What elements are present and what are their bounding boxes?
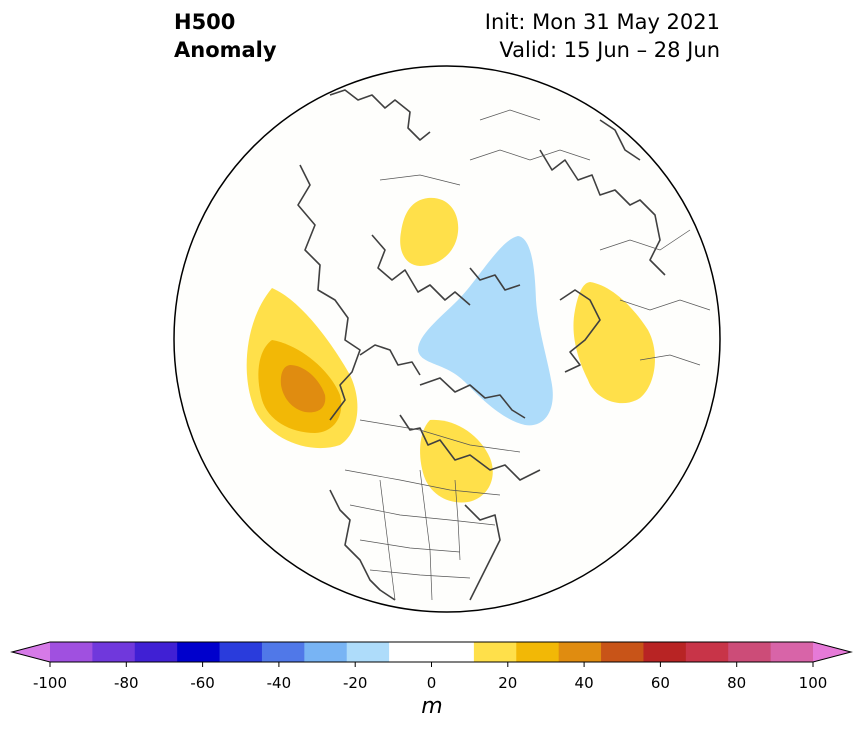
map-title: H500 Anomaly [174, 8, 277, 64]
colorbar-tick-label: 40 [574, 674, 594, 692]
colorbar-tick-label: 100 [798, 674, 828, 692]
colorbar-cell [346, 642, 390, 662]
anomaly-siberia-positive [400, 197, 459, 266]
map-globe-edge [173, 65, 721, 613]
colorbar-cell [431, 642, 475, 662]
colorbar-tick-label: 80 [727, 674, 747, 692]
polar-map [173, 65, 721, 613]
colorbar-cell [92, 642, 136, 662]
anomaly-pacific-positive [246, 288, 358, 449]
colorbar-tick-label: -20 [342, 674, 368, 692]
colorbar-cell [389, 642, 432, 662]
colorbar-cell [473, 642, 517, 662]
colorbar-cell [728, 642, 772, 662]
colorbar-tick-label: -80 [114, 674, 139, 692]
init-date: Init: Mon 31 May 2021 [484, 10, 720, 34]
anomaly-greenland-negative [418, 236, 553, 426]
colorbar-cell [261, 642, 305, 662]
colorbar-cell [558, 642, 602, 662]
colorbar-cell [601, 642, 644, 662]
colorbar-cell [770, 642, 814, 662]
colorbar [10, 641, 853, 667]
coastlines [297, 89, 666, 601]
anomaly-europe-positive [573, 282, 655, 404]
colorbar-extend-high [813, 642, 851, 662]
colorbar-unit-label: m [421, 694, 443, 719]
colorbar-cell [516, 642, 560, 662]
colorbar-tick-label: 0 [426, 674, 437, 692]
colorbar-extend-low [12, 642, 50, 662]
colorbar-tick-label: -40 [266, 674, 292, 692]
colorbar-tick-label: 20 [498, 674, 518, 692]
colorbar-cell [304, 642, 348, 662]
colorbar-tick-label: 60 [650, 674, 670, 692]
valid-range: Valid: 15 Jun – 28 Jun [499, 38, 720, 62]
colorbar-cell [134, 642, 178, 662]
title-line1: H500 [174, 10, 236, 34]
colorbar-tick-label: -60 [190, 674, 215, 692]
forecast-dates: Init: Mon 31 May 2021 Valid: 15 Jun – 28… [485, 8, 720, 64]
colorbar-cell [219, 642, 263, 662]
borders [344, 109, 711, 601]
colorbar-cell [50, 642, 93, 662]
colorbar-tick-label: -100 [32, 674, 68, 692]
colorbar-cell [685, 642, 729, 662]
title-line2: Anomaly [174, 38, 277, 62]
colorbar-cell [177, 642, 221, 662]
colorbar-cell [643, 642, 687, 662]
